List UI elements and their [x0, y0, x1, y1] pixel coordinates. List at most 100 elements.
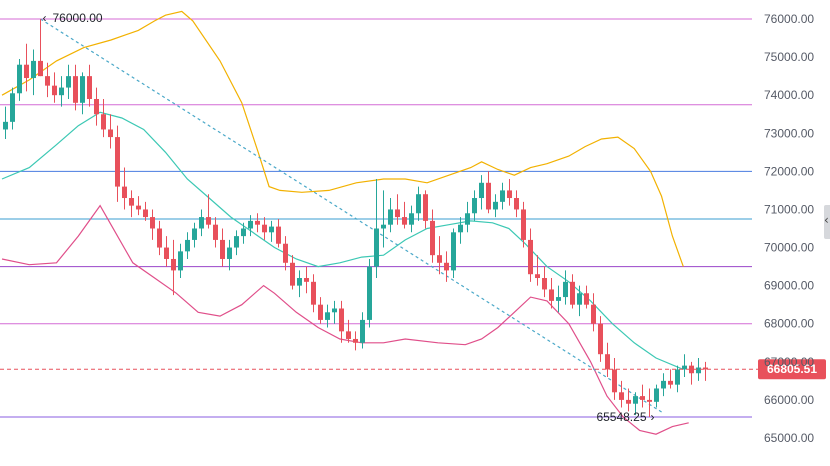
candle-down [73, 76, 78, 103]
candle-down [262, 224, 267, 233]
bollinger-lower-line [1, 204, 689, 435]
low-marker-arrow: › [651, 410, 655, 424]
candle-down [220, 239, 225, 259]
candle-up [472, 198, 477, 214]
y-tick-label: 73000.00 [764, 126, 814, 140]
candle-up [360, 319, 365, 343]
candle-down [346, 331, 351, 339]
y-tick-label: 71000.00 [764, 202, 814, 216]
candle-up [556, 297, 561, 301]
candle-up [381, 224, 386, 229]
candle-up [577, 293, 582, 305]
y-tick-label: 76000.00 [764, 12, 814, 26]
candle-up [178, 251, 183, 271]
candle-down [311, 281, 316, 305]
candle-down [507, 190, 512, 199]
candle-down [689, 365, 694, 374]
candle-down [122, 186, 127, 199]
candle-up [325, 312, 330, 320]
bollinger-upper-line [1, 10, 684, 267]
candle-down [52, 85, 57, 96]
candle-down [640, 396, 645, 400]
candle-down [437, 255, 442, 263]
y-tick-label: 69000.00 [764, 279, 814, 293]
candle-down [612, 369, 617, 393]
candle-down [255, 220, 260, 225]
candle-down [521, 209, 526, 240]
candle-down [605, 354, 610, 370]
candle-up [563, 281, 568, 298]
candle-down [108, 129, 113, 138]
candle-up [675, 369, 680, 385]
candle-down [395, 209, 400, 218]
current-price-label: 66805.51 [767, 362, 817, 376]
candle-up [227, 247, 232, 259]
candle-up [59, 87, 64, 96]
high-marker-label: 76000.00 [53, 11, 103, 25]
candle-up [199, 217, 204, 229]
candle-down [591, 304, 596, 324]
candle-up [367, 266, 372, 320]
candle-down [94, 98, 99, 115]
candle-down [87, 76, 92, 99]
candle-up [66, 76, 71, 88]
y-tick-label: 70000.00 [764, 241, 814, 255]
candle-down [129, 198, 134, 206]
candle-up [479, 182, 484, 199]
candle-up [409, 213, 414, 225]
candle-down [598, 323, 603, 355]
candle-down [304, 278, 309, 282]
candle-down [626, 399, 631, 404]
candle-down [402, 217, 407, 225]
candle-down [283, 243, 288, 263]
candle-up [696, 367, 701, 374]
candle-up [416, 194, 421, 214]
candle-down [486, 182, 491, 210]
candle-up [31, 60, 36, 79]
current-price-line: 66805.51 [0, 359, 826, 380]
bollinger-bands [1, 10, 689, 435]
candle-up [185, 239, 190, 252]
candle-up [332, 308, 337, 313]
candle-down [570, 281, 575, 305]
candle-down [157, 228, 162, 248]
candle-up [458, 224, 463, 233]
candle-down [514, 198, 519, 210]
candle-up [248, 220, 253, 229]
candle-down [423, 194, 428, 221]
candle-down [150, 217, 155, 229]
scroll-handle[interactable] [824, 205, 830, 239]
candlesticks [3, 19, 708, 418]
candle-down [276, 226, 281, 244]
candle-down [353, 338, 358, 343]
candle-down [206, 217, 211, 225]
candle-up [10, 93, 15, 122]
trendline-dashed [40, 18, 664, 414]
candle-up [234, 236, 239, 248]
candle-down [38, 60, 43, 77]
candle-up [192, 228, 197, 240]
candle-down [143, 209, 148, 218]
candle-up [493, 201, 498, 210]
candle-down [535, 274, 540, 279]
candle-up [17, 64, 22, 94]
candle-down [703, 367, 708, 370]
candle-down [549, 289, 554, 301]
candle-down [318, 304, 323, 320]
candle-down [542, 278, 547, 290]
candle-up [500, 190, 505, 202]
candle-down [339, 308, 344, 332]
candle-down [213, 224, 218, 240]
candle-up [269, 226, 274, 233]
candle-up [654, 388, 659, 402]
y-tick-label: 66000.00 [764, 393, 814, 407]
y-tick-label: 65000.00 [764, 431, 814, 445]
candle-up [451, 232, 456, 271]
y-tick-label: 74000.00 [764, 88, 814, 102]
candle-up [3, 121, 8, 130]
current-price-tag [758, 359, 826, 380]
candle-up [682, 365, 687, 370]
y-axis: 65000.00 66000.00 67000.00 68000.00 69000.00… [764, 12, 814, 445]
candle-up [374, 228, 379, 267]
